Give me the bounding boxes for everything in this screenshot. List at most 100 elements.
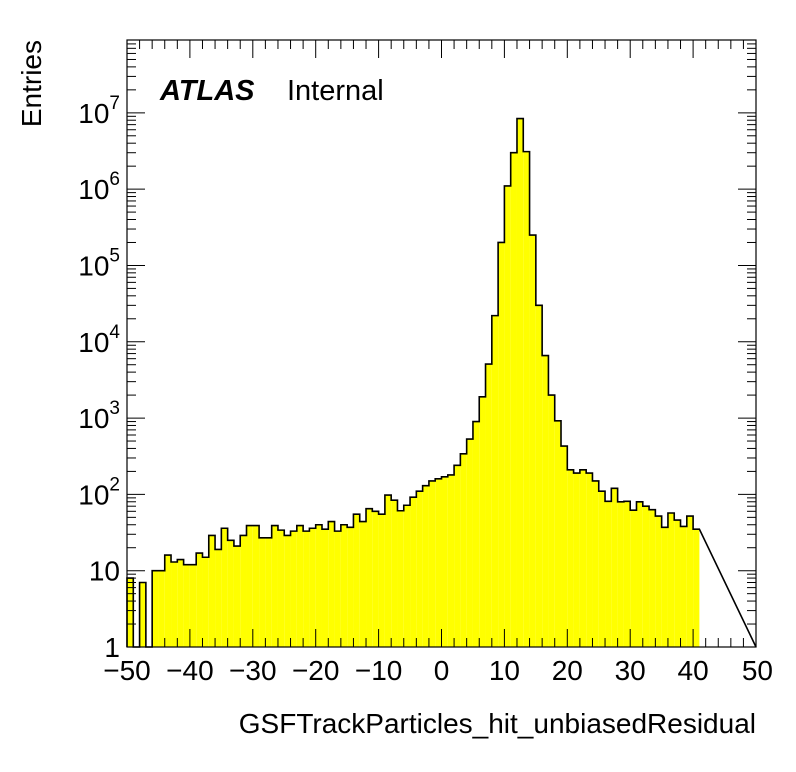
histogram-bin (693, 529, 700, 647)
histogram-bin (277, 530, 285, 647)
histogram-bin (303, 531, 310, 647)
histogram-bin (535, 305, 543, 647)
histogram-bin (554, 420, 562, 647)
histogram-bin (592, 480, 599, 647)
histogram-bin (605, 501, 612, 647)
histogram-bin (127, 578, 134, 647)
histogram-bin (504, 185, 511, 647)
histogram-bin (164, 555, 172, 647)
y-axis-label: Entries (16, 40, 47, 127)
histogram-bin (372, 511, 379, 647)
histogram-bin (347, 527, 354, 647)
histogram-bin (661, 527, 668, 647)
histogram-bin (227, 540, 234, 647)
x-tick-label: −50 (103, 655, 151, 686)
histogram-bin (655, 516, 662, 647)
histogram-bin (516, 118, 524, 647)
histogram-bin (680, 526, 687, 647)
histogram-bin (485, 364, 492, 647)
y-tick-label: 102 (78, 474, 120, 510)
histogram-bin (441, 476, 448, 647)
histogram-bin (548, 395, 555, 647)
histogram-bin (642, 506, 650, 647)
histogram-bin (561, 446, 568, 647)
histogram-bin (611, 488, 618, 647)
x-tick-label: −20 (292, 655, 340, 686)
y-tick-label: 104 (78, 322, 120, 358)
histogram-bin (403, 505, 411, 647)
histogram-bin (328, 521, 335, 647)
histogram-bin (284, 535, 291, 647)
histogram-bin (177, 559, 184, 647)
y-tick-label: 1 (104, 632, 120, 663)
histogram-bin (523, 151, 530, 648)
histogram-bars (126, 117, 757, 648)
histogram-bin (466, 439, 473, 647)
histogram-bin (435, 478, 442, 647)
histogram-bin (202, 557, 209, 647)
histogram-bin (359, 521, 367, 647)
histogram-bin (498, 242, 505, 647)
x-tick-label: −30 (229, 655, 277, 686)
histogram-bin (567, 469, 574, 647)
y-tick-label: 10 (89, 556, 120, 587)
histogram-bin (397, 510, 404, 647)
histogram-bin (189, 564, 197, 647)
histogram-bin (240, 535, 247, 647)
histogram-bin (617, 501, 624, 647)
histogram-outline (126, 117, 757, 648)
x-tick-label: −40 (166, 655, 214, 686)
x-tick-label: 20 (552, 655, 583, 686)
y-tick-label: 103 (78, 398, 120, 434)
histogram-bin (649, 509, 656, 647)
histogram-bin (321, 529, 329, 647)
histogram-bin (586, 473, 593, 647)
histogram-bin (447, 474, 455, 647)
histogram-bin (579, 469, 587, 647)
histogram-bin (139, 582, 146, 647)
histogram-bin (630, 510, 637, 647)
histogram-bin (542, 355, 549, 647)
histogram-bin (309, 528, 316, 647)
atlas-label: ATLAS (159, 75, 255, 107)
histogram-bin (391, 500, 398, 647)
histogram-bin (472, 421, 480, 647)
y-tick-label: 107 (78, 93, 120, 129)
x-tick-label: 10 (489, 655, 520, 686)
x-tick-labels: −50 −40 −30 −20 −10 0 10 20 30 40 50 (103, 655, 773, 686)
histogram-bin (221, 528, 228, 647)
histogram-bin (378, 514, 385, 647)
histogram-bin (158, 570, 165, 647)
y-tick-label: 105 (78, 245, 120, 281)
histogram-bin (428, 480, 436, 647)
histogram-bin (353, 514, 360, 647)
axis-ticks (126, 39, 757, 648)
histogram-bin (340, 524, 348, 647)
atlas-status-label: Internal (287, 75, 384, 107)
histogram-bin (623, 501, 631, 647)
histogram-bin (183, 564, 190, 647)
y-tick-label: 106 (78, 169, 120, 205)
histogram-bin (171, 561, 178, 647)
y-tick-labels: 1 10 102 103 104 105 106 107 (78, 93, 120, 663)
histogram-bin (384, 495, 392, 647)
histogram-bin (460, 453, 467, 647)
histogram-bin (529, 235, 536, 647)
histogram-bin (479, 396, 486, 647)
histogram-bin (271, 525, 278, 647)
histogram-bin (422, 485, 429, 647)
histogram-bin (208, 535, 216, 647)
x-axis-label: GSFTrackParticles_hit_unbiasedResidual (239, 708, 756, 739)
x-tick-label: 30 (615, 655, 646, 686)
x-tick-label: 0 (434, 655, 450, 686)
histogram-bin (636, 501, 643, 647)
histogram-bin (296, 525, 304, 647)
histogram-bin (215, 549, 222, 647)
histogram-bin (686, 516, 694, 647)
histogram-bin (152, 570, 159, 647)
histogram-bin (510, 152, 517, 647)
x-tick-label: −10 (355, 655, 403, 686)
histogram-bin (246, 525, 253, 647)
x-tick-label: 50 (742, 655, 773, 686)
